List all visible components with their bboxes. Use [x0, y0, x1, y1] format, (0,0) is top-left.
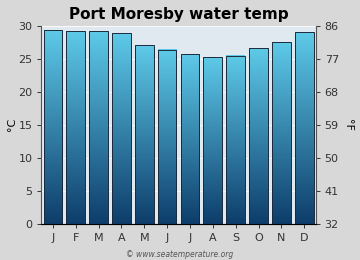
Y-axis label: °C: °C [7, 118, 17, 131]
Y-axis label: °F: °F [343, 119, 353, 131]
Text: © www.seatemperature.org: © www.seatemperature.org [126, 250, 234, 259]
Title: Port Moresby water temp: Port Moresby water temp [69, 7, 288, 22]
